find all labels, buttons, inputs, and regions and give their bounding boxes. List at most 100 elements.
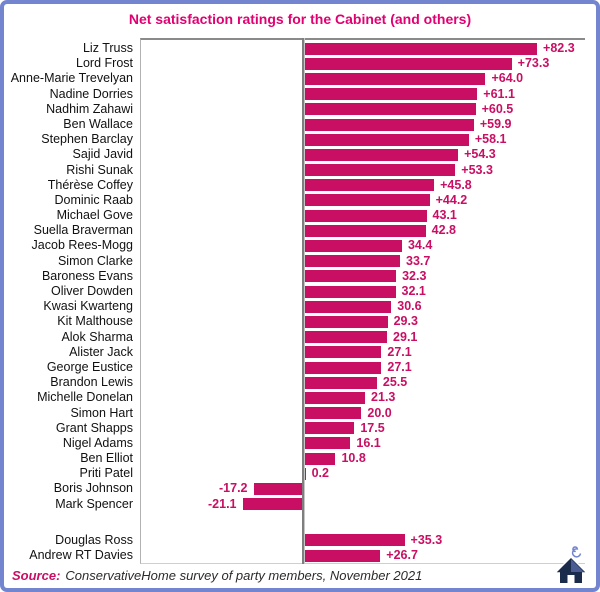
bar-area: 0.2 [140, 466, 585, 481]
zero-axis-line [302, 38, 305, 564]
chart-row: Mark Spencer -21.1 [4, 497, 585, 512]
bar [305, 164, 456, 177]
row-label: Priti Patel [79, 466, 134, 481]
bar-area: 43.1 [140, 208, 585, 223]
row-label: Nadine Dorries [49, 86, 133, 101]
row-label: Nigel Adams [62, 435, 133, 450]
value-label: +58.1 [474, 132, 507, 147]
bar [305, 42, 538, 55]
house-door [567, 575, 575, 583]
chart-area: Liz Truss +82.3 Lord Frost +73.3 Anne-Marie … [4, 38, 585, 564]
bar [305, 255, 401, 268]
bar [305, 133, 469, 146]
conservativehome-house-logo-icon [553, 546, 589, 583]
row-label: Ben Elliot [80, 451, 133, 466]
bar [305, 361, 382, 374]
row-label: Michelle Donelan [37, 390, 133, 405]
bar-area: 16.1 [140, 436, 585, 451]
source-label: Source: [12, 568, 61, 583]
row-label: Kit Malthouse [57, 314, 133, 329]
group-gap [4, 512, 585, 533]
bar-area: 32.3 [140, 269, 585, 284]
bar-area: +53.3 [140, 163, 585, 178]
chart-row: Lord Frost +73.3 [4, 56, 585, 71]
bar-area: +60.5 [140, 102, 585, 117]
bar [305, 376, 377, 389]
bar-area: 27.1 [140, 360, 585, 375]
row-label: Baroness Evans [41, 268, 133, 283]
chart-row: Boris Johnson -17.2 [4, 481, 585, 496]
bar-area: +45.8 [140, 178, 585, 193]
value-label: +53.3 [461, 162, 493, 177]
value-label: 17.5 [360, 420, 385, 435]
row-label: Thérèse Coffey [47, 177, 133, 192]
chart-row: Sajid Javid +54.3 [4, 147, 585, 162]
value-label: +64.0 [491, 71, 524, 86]
chart-row: Baroness Evans 32.3 [4, 269, 585, 284]
bar [305, 118, 474, 131]
value-label: 20.0 [367, 405, 392, 420]
row-label: Mark Spencer [55, 496, 133, 511]
value-label: +35.3 [410, 532, 443, 547]
bar-area: +54.3 [140, 147, 585, 162]
value-label: +61.1 [483, 86, 515, 101]
chart-row: Michelle Donelan 21.3 [4, 390, 585, 405]
row-label: Michael Gove [56, 208, 133, 223]
bar-area: +64.0 [140, 71, 585, 86]
row-label: Anne-Marie Trevelyan [10, 71, 133, 86]
bar-area: 27.1 [140, 345, 585, 360]
value-label: +45.8 [440, 177, 472, 192]
value-label: 42.8 [431, 223, 457, 238]
row-label: Lord Frost [76, 56, 133, 71]
row-label: Oliver Dowden [51, 284, 133, 298]
bar-area: 29.1 [140, 330, 585, 345]
bar-area: 21.3 [140, 390, 585, 405]
row-label: Alister Jack [69, 344, 133, 359]
value-label: +26.7 [386, 548, 418, 562]
chart-row: Anne-Marie Trevelyan +64.0 [4, 71, 585, 86]
bar-area: 25.5 [140, 375, 585, 390]
chart-row: Dominic Raab +44.2 [4, 193, 585, 208]
row-label: Alok Sharma [61, 329, 133, 344]
chart-row: George Eustice 27.1 [4, 360, 585, 375]
bar [305, 300, 392, 313]
chart-row: Simon Hart 20.0 [4, 406, 585, 421]
bar [305, 148, 459, 161]
value-label: 16.1 [356, 435, 381, 450]
row-label: Simon Hart [70, 405, 133, 420]
chart-row: Nadhim Zahawi +60.5 [4, 102, 585, 117]
chart-row: Kwasi Kwarteng 30.6 [4, 299, 585, 314]
chart-row: Alister Jack 27.1 [4, 345, 585, 360]
value-label: +44.2 [435, 192, 468, 207]
value-label: 29.3 [393, 314, 418, 329]
bar [305, 209, 427, 222]
row-label: Andrew RT Davies [29, 548, 133, 562]
bar-area: 30.6 [140, 299, 585, 314]
row-label: Boris Johnson [53, 481, 133, 496]
bar-area: +59.9 [140, 117, 585, 132]
value-label: 32.1 [401, 284, 426, 298]
bar-area: +44.2 [140, 193, 585, 208]
bar-area: +35.3 [140, 533, 585, 548]
value-label: 34.4 [407, 238, 433, 253]
value-label: 10.8 [341, 451, 366, 466]
chart-row: Ben Elliot 10.8 [4, 451, 585, 466]
value-label: 27.1 [387, 344, 412, 359]
value-label: 0.2 [311, 466, 329, 481]
chart-row: Nadine Dorries +61.1 [4, 87, 585, 102]
bar [253, 483, 302, 496]
chart-row: Kit Malthouse 29.3 [4, 314, 585, 329]
chart-row: Suella Braverman 42.8 [4, 223, 585, 238]
chart-title: Net satisfaction ratings for the Cabinet… [128, 11, 472, 27]
chart-rows: Liz Truss +82.3 Lord Frost +73.3 Anne-Marie … [4, 38, 585, 563]
value-label: -21.1 [208, 496, 237, 511]
value-label: 27.1 [387, 359, 412, 374]
bar [305, 549, 381, 562]
bar-area: +26.7 [140, 548, 585, 563]
bar [305, 467, 306, 480]
bar-area: 17.5 [140, 421, 585, 436]
bar [305, 103, 476, 116]
row-label: Kwasi Kwarteng [43, 299, 133, 314]
bar-area: +61.1 [140, 87, 585, 102]
